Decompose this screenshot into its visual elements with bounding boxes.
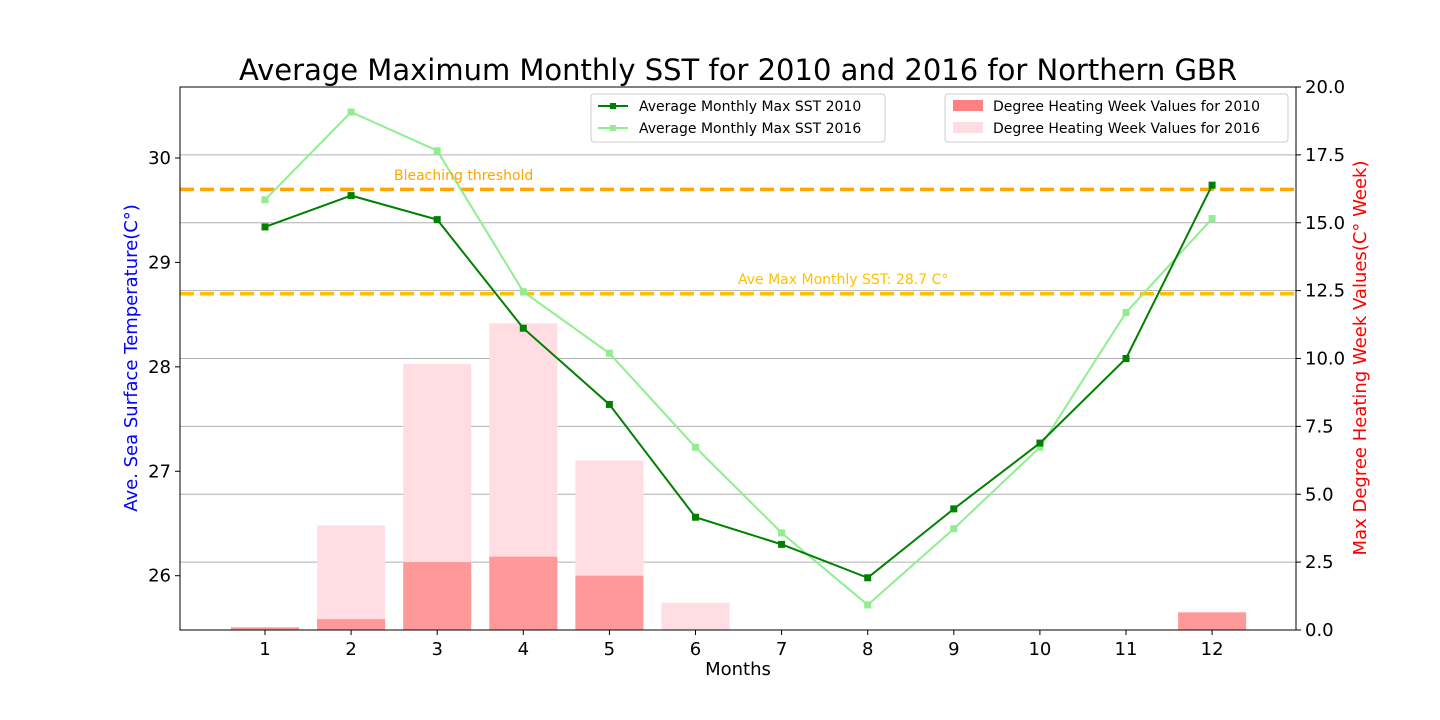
dhw-bars [231, 323, 1247, 630]
dhw-2010-bar [317, 619, 386, 630]
sst-2010-point [605, 400, 613, 408]
y-left-tick-label: 30 [148, 148, 171, 169]
dhw-2010-bar [231, 627, 299, 630]
sst-2016-point [692, 443, 699, 451]
y-left-tick-label: 26 [148, 566, 171, 587]
y-right-tick-label: 10.0 [1305, 349, 1345, 370]
sst-2016-point [1122, 309, 1130, 317]
sst-2010-line [264, 184, 1213, 579]
sst-2010-point [778, 540, 786, 548]
legend-bars: Degree Heating Week Values for 2010 Degr… [944, 93, 1289, 143]
legend-2010-bar-label: Degree Heating Week Values for 2010 [993, 99, 1260, 115]
legend-2010-square-marker [610, 103, 616, 109]
y-left-tick-label: 27 [148, 461, 171, 482]
y-right-tick-label: 5.0 [1305, 484, 1334, 505]
sst-2010-point [1122, 355, 1130, 362]
legend-lines: Average Monthly Max SST 2010 Average Mon… [590, 93, 886, 143]
sst-2016-line [264, 110, 1213, 607]
sst-2016-point [605, 349, 613, 357]
legend-2016-square-marker [610, 125, 616, 131]
legend-2016-bar-label: Degree Heating Week Values for 2016 [993, 121, 1260, 137]
dhw-2016-bar [661, 602, 730, 630]
sst-2016-point [950, 525, 958, 533]
dhw-2010-bar [403, 562, 472, 630]
reference-lines [180, 187, 1296, 296]
y-right-tick-label: 7.5 [1305, 416, 1334, 437]
legend-2016-bar-swatch [953, 122, 983, 133]
sst-2016-point [261, 196, 269, 204]
sst-2016-point [778, 529, 786, 537]
axes: 1 2 3 4 5 6 7 8 9 10 11 1226272829300.02.55.07.510.… [148, 77, 1345, 660]
legend-2010-bar-swatch [953, 100, 983, 111]
x-tick-label: 1 [259, 639, 270, 660]
sst-2010-point [1036, 439, 1044, 447]
sst-2016-point [519, 288, 527, 296]
dhw-2016-bar [317, 525, 386, 630]
y-right-tick-label: 12.5 [1305, 281, 1345, 302]
x-tick-label: 7 [776, 639, 787, 660]
x-tick-label: 2 [345, 639, 356, 660]
x-tick-label: 5 [604, 639, 615, 660]
y-right-tick-label: 0.0 [1305, 620, 1334, 641]
ave-max-sst-label: Ave Max Monthly SST: 28.7 C° [738, 272, 948, 288]
x-tick-label: 6 [690, 639, 701, 660]
dhw-2010-bar [489, 556, 558, 630]
sst-2010-point [519, 324, 527, 332]
sst-2016-point [864, 601, 872, 609]
x-tick-label: 10 [1028, 639, 1051, 660]
y-axis-left-label: Ave. Sea Surface Temperature(C°) [121, 204, 142, 512]
y-left-tick-label: 28 [148, 357, 171, 378]
sst-2016-point [347, 108, 355, 116]
sst-2010-point [347, 192, 355, 200]
chart-title: Average Maximum Monthly SST for 2010 and… [239, 53, 1237, 87]
sst-2010-point [692, 513, 699, 521]
sst-2010-point [950, 505, 958, 513]
sst-2010-point [261, 223, 269, 231]
sst-2016-point [433, 147, 441, 155]
sst-2016-point [1036, 443, 1044, 451]
y-axis-right-label: Max Degree Heating Week Values(C° Week) [1350, 161, 1371, 556]
sst-2016-point [1208, 215, 1216, 223]
x-tick-label: 4 [518, 639, 529, 660]
dhw-2010-bar [1178, 612, 1247, 630]
x-tick-label: 3 [431, 639, 442, 660]
x-tick-label: 12 [1201, 639, 1224, 660]
y-right-tick-label: 20.0 [1305, 77, 1345, 98]
sst-2010-point [433, 216, 441, 224]
y-left-tick-label: 29 [148, 252, 171, 273]
y-right-tick-label: 2.5 [1305, 552, 1334, 573]
x-tick-label: 8 [862, 639, 873, 660]
y-right-tick-label: 17.5 [1305, 145, 1345, 166]
x-tick-label: 9 [948, 639, 959, 660]
x-tick-label: 11 [1115, 639, 1138, 660]
sst-lines [261, 108, 1216, 609]
legend-2010-line-label: Average Monthly Max SST 2010 [639, 99, 861, 115]
dhw-2010-bar [575, 575, 644, 630]
bleaching-threshold-label: Bleaching threshold [394, 168, 533, 184]
legend-2016-line-label: Average Monthly Max SST 2016 [639, 121, 861, 137]
sst-2010-point [1208, 181, 1216, 189]
y-right-tick-label: 15.0 [1305, 213, 1345, 234]
x-axis-label: Months [705, 659, 771, 680]
sst-2010-point [864, 574, 872, 582]
